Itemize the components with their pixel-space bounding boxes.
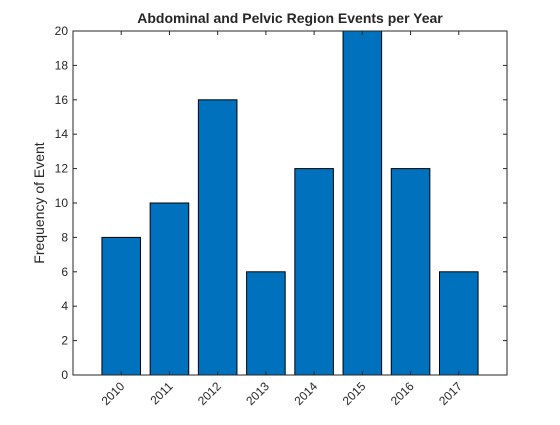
- y-tick-label: 10: [55, 196, 69, 210]
- bar-2013: [246, 271, 286, 376]
- bar-2016: [390, 168, 431, 376]
- y-tick-label: 20: [55, 24, 69, 38]
- y-tick-label: 2: [61, 334, 68, 348]
- x-tick-label: 2010: [99, 379, 128, 408]
- x-tick-label: 2013: [243, 379, 272, 408]
- y-axis-label: Frequency of Event: [31, 142, 47, 264]
- y-tick-label: 14: [55, 127, 69, 141]
- y-axis-ticks: 0 2 4 6 8 10 12 14 16 18 20: [55, 24, 507, 382]
- x-tick-label: 2012: [195, 379, 224, 408]
- bar-2011: [149, 202, 190, 376]
- y-tick-label: 12: [55, 162, 69, 176]
- y-tick-label: 16: [55, 93, 69, 107]
- x-tick-label: 2017: [436, 379, 465, 408]
- plot-area: [73, 31, 507, 375]
- bar-2010: [101, 236, 142, 376]
- y-tick-label: 6: [61, 265, 68, 279]
- y-tick-label: 4: [61, 299, 68, 313]
- bars-group: [101, 30, 479, 376]
- bar-2014: [294, 168, 334, 376]
- x-tick-label: 2016: [388, 379, 417, 408]
- chart-title: Abdominal and Pelvic Region Events per Y…: [137, 10, 443, 26]
- y-tick-label: 0: [61, 368, 68, 382]
- bar-2012: [197, 99, 238, 376]
- bar-2017: [438, 271, 479, 376]
- x-tick-label: 2014: [291, 379, 320, 408]
- x-tick-label: 2015: [340, 379, 369, 408]
- bar-2015: [342, 30, 383, 376]
- y-tick-label: 8: [61, 230, 68, 244]
- x-tick-label: 2011: [147, 379, 175, 407]
- y-tick-label: 18: [55, 58, 69, 72]
